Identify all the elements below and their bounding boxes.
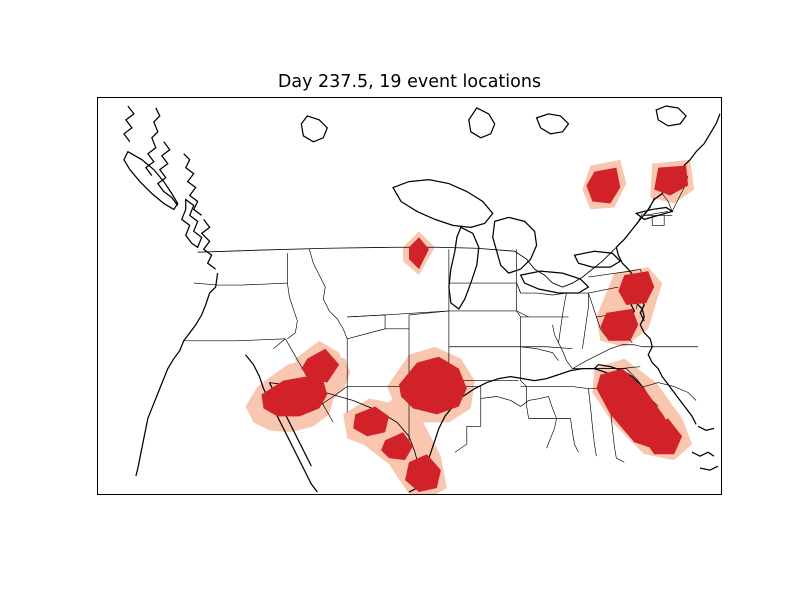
state-border-il-mo-ia	[521, 347, 559, 361]
lake-erie	[521, 271, 589, 293]
state-border-ky-il-in-oh	[553, 325, 573, 369]
state-border-vt-nh-me	[644, 194, 672, 216]
event-core-carolina-north	[618, 271, 655, 305]
event-core-oklahoma	[399, 356, 467, 415]
state-border-in-oh	[582, 293, 588, 349]
state-border-nd-mn	[517, 249, 521, 293]
lake-michigan	[449, 227, 479, 309]
state-border-il-in	[559, 293, 567, 343]
state-border-ny-vt-nh	[626, 197, 654, 237]
gulf-coast	[423, 369, 594, 484]
gulf-st-lawrence	[656, 106, 686, 126]
state-border-pa-ny	[588, 269, 640, 277]
lake-huron	[493, 217, 537, 273]
state-border-ma-ct-ri	[644, 215, 672, 225]
state-border-ut-wy	[385, 315, 409, 329]
state-border-nm-tx	[455, 387, 481, 453]
state-border-mi-oh-in	[553, 293, 589, 295]
state-border-wa-or	[194, 283, 288, 285]
canada-border-great-lakes	[515, 247, 617, 287]
state-border-ia-mo	[521, 347, 573, 349]
event-core-arizona	[261, 376, 328, 417]
bahamas-cuba	[692, 426, 718, 470]
state-border-pa-oh	[588, 287, 618, 293]
vancouver-island	[124, 152, 178, 210]
state-border-id-mt	[309, 249, 347, 339]
state-border-ok-ar	[527, 387, 529, 419]
state-border-wi-mn	[517, 283, 521, 293]
state-border-ok-tx	[481, 396, 549, 406]
hudson-bay-south	[469, 108, 495, 138]
pacific-coastline	[124, 106, 218, 476]
event-core-newyork	[586, 167, 621, 204]
state-border-or-id	[287, 283, 297, 339]
state-border-nc-sc	[658, 383, 696, 401]
event-core-west-texas	[353, 406, 390, 437]
state-border-wi-il	[521, 293, 553, 295]
north-canada-coast	[537, 114, 569, 134]
state-border-nv-az	[321, 387, 347, 405]
event-core-nebraska	[409, 237, 429, 270]
state-border-ms-al	[588, 389, 596, 457]
event-core-nm-diamond	[301, 348, 340, 383]
event-core-florida-south	[644, 418, 683, 455]
puget-sound	[182, 199, 202, 247]
state-border-tn-ky	[572, 367, 640, 369]
lake-superior	[393, 180, 493, 228]
page-title: Day 237.5, 19 event locations	[277, 72, 542, 92]
long-island	[636, 207, 672, 219]
event-core-texas-mid	[381, 432, 413, 461]
event-core-texas-coast	[405, 454, 441, 493]
state-border-la-ms	[570, 418, 578, 452]
state-border-ks-mo	[521, 347, 527, 387]
event-core-layer	[261, 165, 689, 493]
state-border-sd-ne	[449, 311, 529, 317]
lake-ontario	[574, 251, 620, 267]
canada-border-west	[198, 247, 515, 252]
state-border-sd-mn-ia	[517, 283, 521, 317]
map-axes[interactable]	[97, 97, 722, 495]
event-core-massachusetts	[654, 165, 689, 196]
map-rendering[interactable]	[98, 98, 721, 494]
state-border-id-wy-ut	[347, 315, 385, 339]
event-core-carolina-south	[600, 308, 639, 341]
great-slave-area	[301, 116, 327, 142]
state-border-ky-wv-va	[572, 345, 642, 369]
state-border-or-ca	[184, 339, 286, 341]
state-border-mt-wy	[347, 311, 449, 317]
state-border-tx-la	[547, 396, 557, 448]
